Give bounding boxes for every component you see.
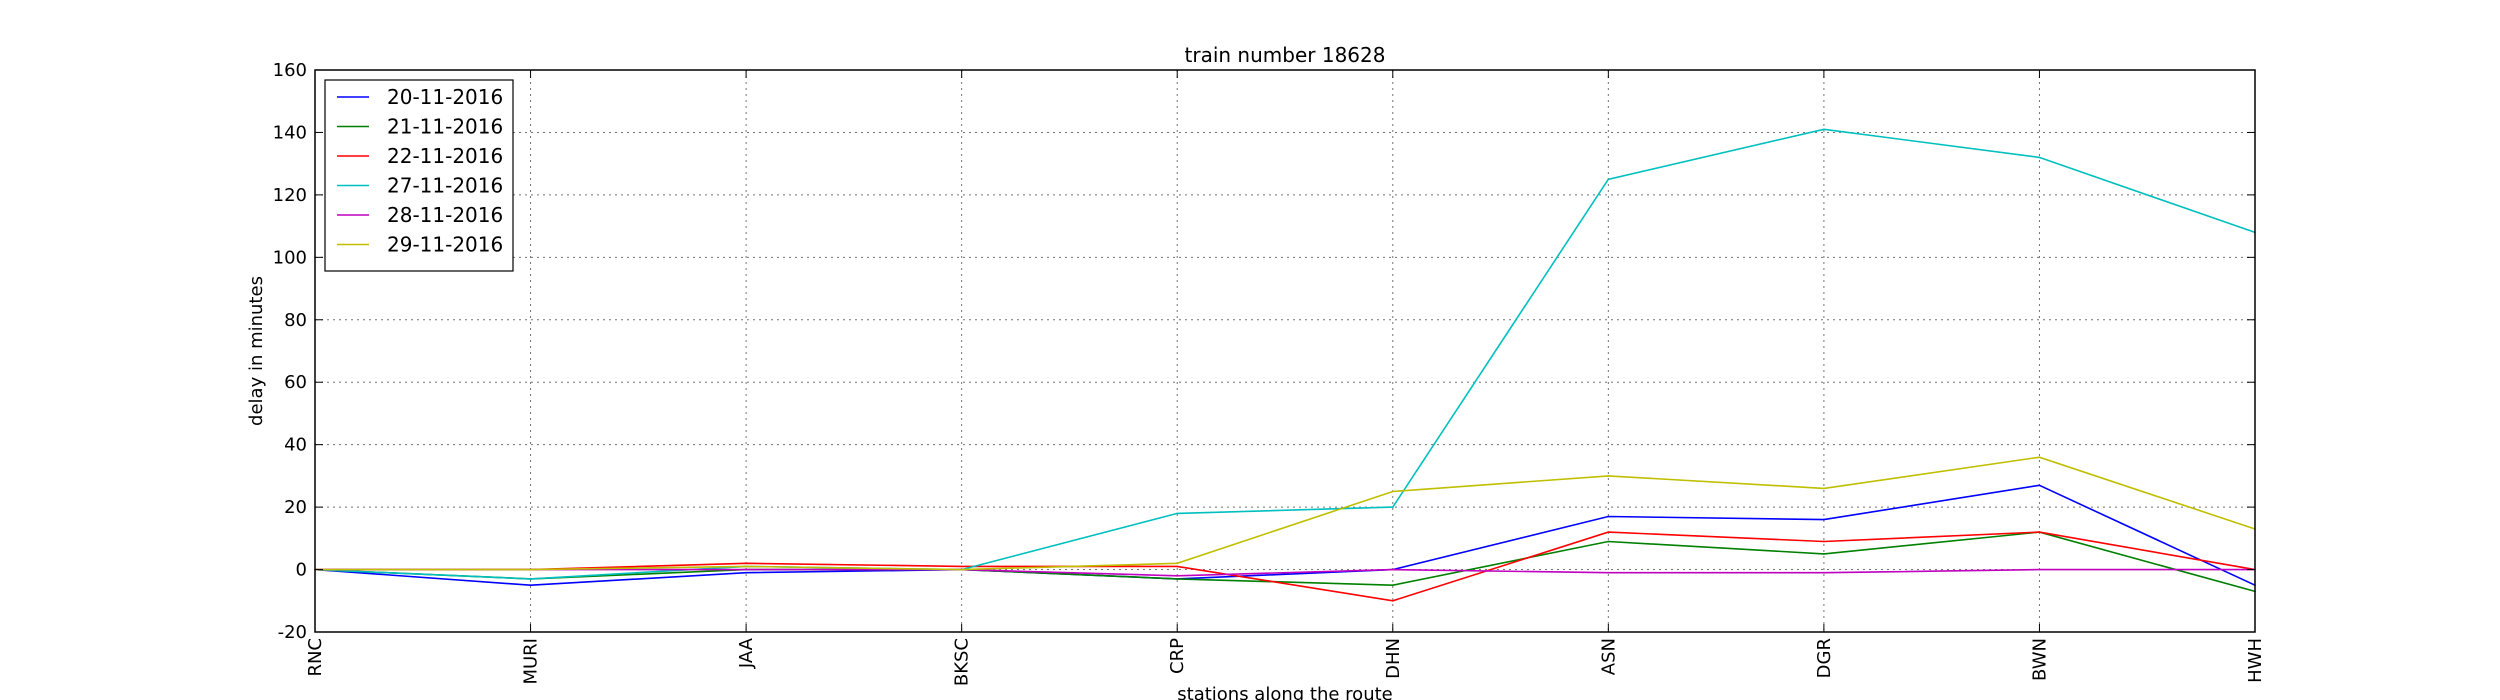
plot-frame [314,69,2256,633]
data-point [529,578,532,580]
series-line-28-11-2016 [315,568,2255,577]
y-tick-label: -20 [278,622,307,643]
data-point [1391,584,1394,586]
series-line-27-11-2016 [314,128,2256,580]
data-point [529,568,532,571]
data-point [1391,490,1394,493]
series-lines [314,128,2256,602]
data-point [2038,484,2041,487]
data-point [1823,553,1825,555]
y-tick-label: 40 [284,435,307,456]
data-point [745,571,747,574]
data-point [1823,518,1825,521]
data-point [1391,506,1394,508]
data-point [1823,487,1825,490]
legend-label: 28-11-2016 [387,203,503,227]
legend-label: 29-11-2016 [387,233,503,257]
data-point [1607,540,1610,543]
legend-label: 21-11-2016 [387,115,503,139]
y-axis-title: delay in minutes [246,276,267,426]
legend-box [324,79,514,272]
legend-label: 20-11-2016 [387,85,503,109]
x-tick-label: BKSC [952,638,973,686]
y-tick-label: 60 [284,372,307,393]
grid-lines [315,70,2255,632]
y-tick-label: 140 [273,122,307,143]
legend-label: 27-11-2016 [387,174,503,198]
data-point [745,562,747,565]
data-point [745,568,747,571]
x-tick-label: DGR [1814,638,1835,678]
x-tick-label: BWN [2029,638,2050,681]
data-point [2038,456,2041,458]
data-point [2038,156,2041,159]
series-line-20-11-2016 [314,484,2256,587]
x-tick-label: HWH [2245,638,2266,683]
x-axis-ticks: RNC MURI JAA BKSC CRP DHN ASN DGR BWN HWH [305,70,2266,686]
data-point [960,568,963,571]
data-point [1391,568,1394,571]
y-tick-label: 20 [284,497,307,518]
data-point [1607,178,1610,181]
data-point [1176,562,1179,565]
data-point [1823,128,1825,131]
data-point [529,584,532,586]
data-point [1176,512,1179,515]
x-tick-label: MURI [521,638,542,685]
data-point [960,565,963,568]
y-tick-label: 0 [296,560,307,581]
legend-label: 22-11-2016 [387,144,503,168]
chart-title: train number 18628 [1185,43,1386,67]
data-point [1607,515,1610,518]
x-tick-label: RNC [305,638,326,677]
data-point [745,565,747,568]
data-point [1607,531,1610,533]
series-line-29-11-2016 [315,456,2256,571]
data-point [1391,599,1394,602]
x-tick-label: CRP [1167,638,1188,674]
y-tick-label: 160 [273,60,307,81]
x-tick-label: DHN [1383,638,1404,679]
data-point [1607,475,1610,477]
data-point [1823,571,1825,574]
data-point [1176,578,1179,580]
y-axis-ticks: -20 0 20 40 60 80 100 120 140 160 [273,60,2255,643]
data-point [1823,540,1825,543]
data-point [1607,571,1610,574]
y-tick-label: 80 [284,310,307,331]
x-tick-label: JAA [736,637,757,669]
series-line-21-11-2016 [314,531,2256,593]
x-axis-title: stations along the route [1177,684,1392,700]
data-point [2038,531,2041,533]
y-tick-label: 100 [273,247,307,268]
data-point [1176,565,1179,568]
legend: 20-11-2016 21-11-2016 22-11-2016 27-11-2016… [324,79,514,272]
x-tick-label: ASN [1598,638,1619,675]
series-line-22-11-2016 [315,531,2256,602]
data-point [2038,568,2041,571]
data-point [1176,575,1179,577]
y-tick-label: 120 [273,185,307,206]
